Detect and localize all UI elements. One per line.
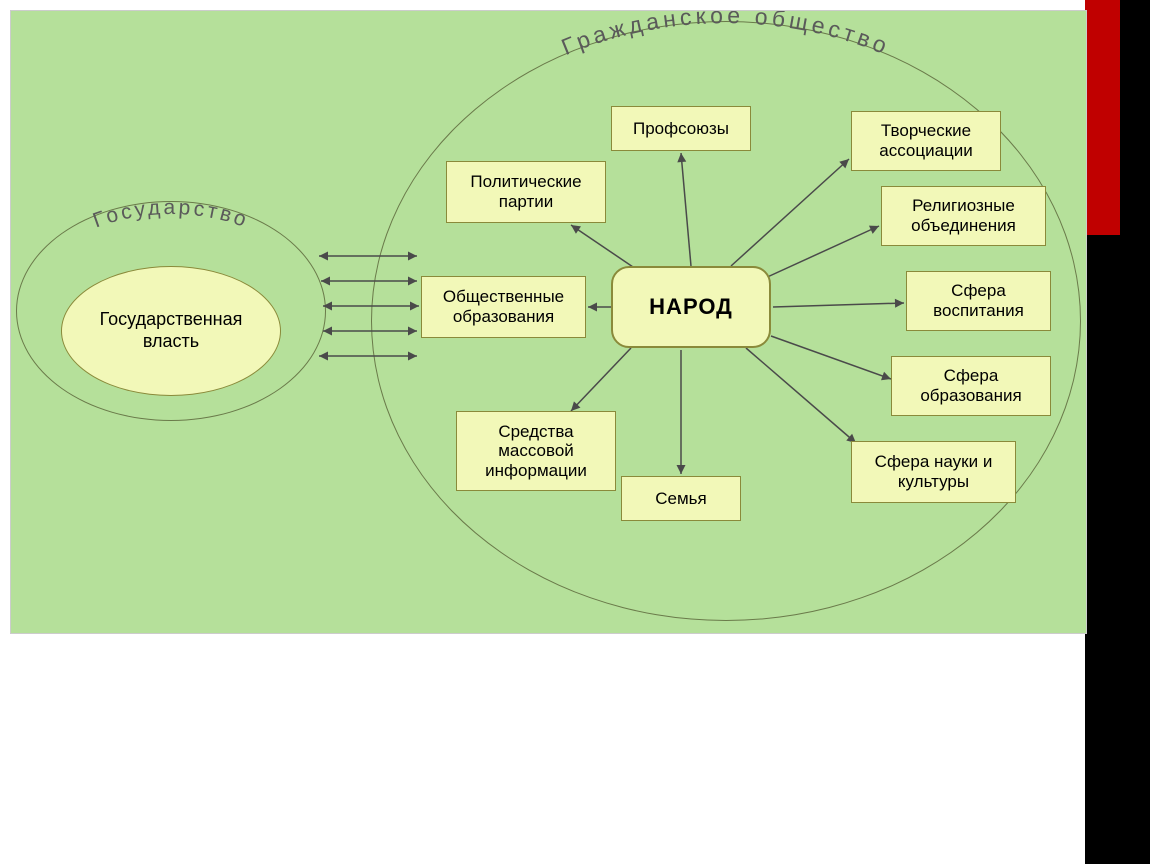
node-label-profsoyuzy: Профсоюзы [633,119,729,139]
node-semya: Семья [621,476,741,521]
state-inner-ellipse: Государственная власть [61,266,281,396]
node-sf_obraz: Сфера образования [891,356,1051,416]
node-partii: Политические партии [446,161,606,223]
node-label-nauka: Сфера науки и культуры [858,452,1009,491]
node-label-obrazovaniya: Общественные образования [428,287,579,326]
state-power-label: Государственная власть [74,309,268,352]
right-red-accent [1085,0,1120,235]
slide: Государственная власть Государство Гражд… [0,0,1150,864]
node-profsoyuzy: Профсоюзы [611,106,751,151]
node-label-tvorch: Творческие ассоциации [858,121,994,160]
node-obrazovaniya: Общественные образования [421,276,586,338]
node-label-sf_vosp: Сфера воспитания [913,281,1044,320]
node-smi: Средства массовой информации [456,411,616,491]
node-tvorch: Творческие ассоциации [851,111,1001,171]
node-label-semya: Семья [655,489,706,509]
node-label-partii: Политические партии [453,172,599,211]
node-nauka: Сфера науки и культуры [851,441,1016,503]
node-relig: Религиозные объединения [881,186,1046,246]
node-sf_vosp: Сфера воспитания [906,271,1051,331]
center-node-label: НАРОД [649,294,733,319]
node-label-sf_obraz: Сфера образования [898,366,1044,405]
node-label-smi: Средства массовой информации [463,422,609,481]
diagram-area: Государственная власть Государство Гражд… [10,10,1087,634]
center-node-narod: НАРОД [611,266,771,348]
node-label-relig: Религиозные объединения [888,196,1039,235]
